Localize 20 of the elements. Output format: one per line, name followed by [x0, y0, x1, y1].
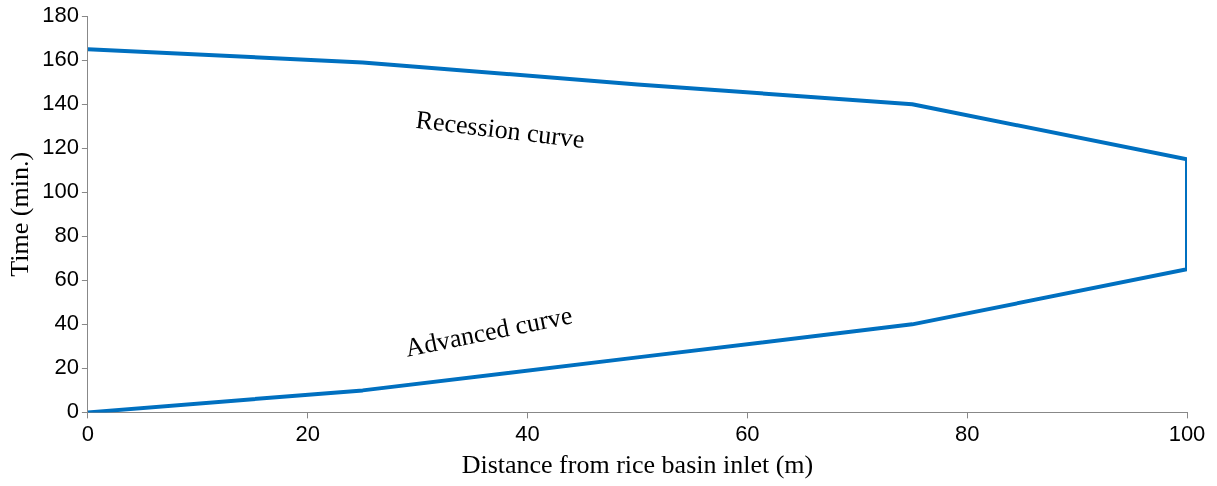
y-tick-label: 140 [42, 90, 79, 116]
annotation: Recession curve [414, 104, 587, 154]
x-tick-label: 40 [515, 420, 540, 446]
y-tick-label: 160 [42, 46, 79, 72]
y-axis-title: Time (min.) [5, 151, 35, 277]
y-tick-label: 180 [42, 2, 79, 28]
x-tick-label: 0 [81, 420, 95, 446]
y-tick-label: 60 [54, 266, 79, 292]
y-tick-label: 40 [54, 310, 79, 336]
x-tick-label: 60 [735, 420, 760, 446]
y-tick-label: 20 [54, 354, 79, 380]
y-tick-label: 80 [54, 222, 79, 248]
x-tick-label: 80 [954, 420, 980, 446]
x-tick-label: 100 [1168, 420, 1206, 446]
y-tick-label: 120 [42, 134, 79, 160]
x-tick-label: 20 [295, 420, 320, 446]
y-tick-label: 100 [42, 178, 79, 204]
x-axis-title: Distance from rice basin inlet (m) [461, 450, 814, 480]
y-tick-label: 0 [66, 398, 79, 424]
annotation: Advanced curve [402, 300, 575, 363]
